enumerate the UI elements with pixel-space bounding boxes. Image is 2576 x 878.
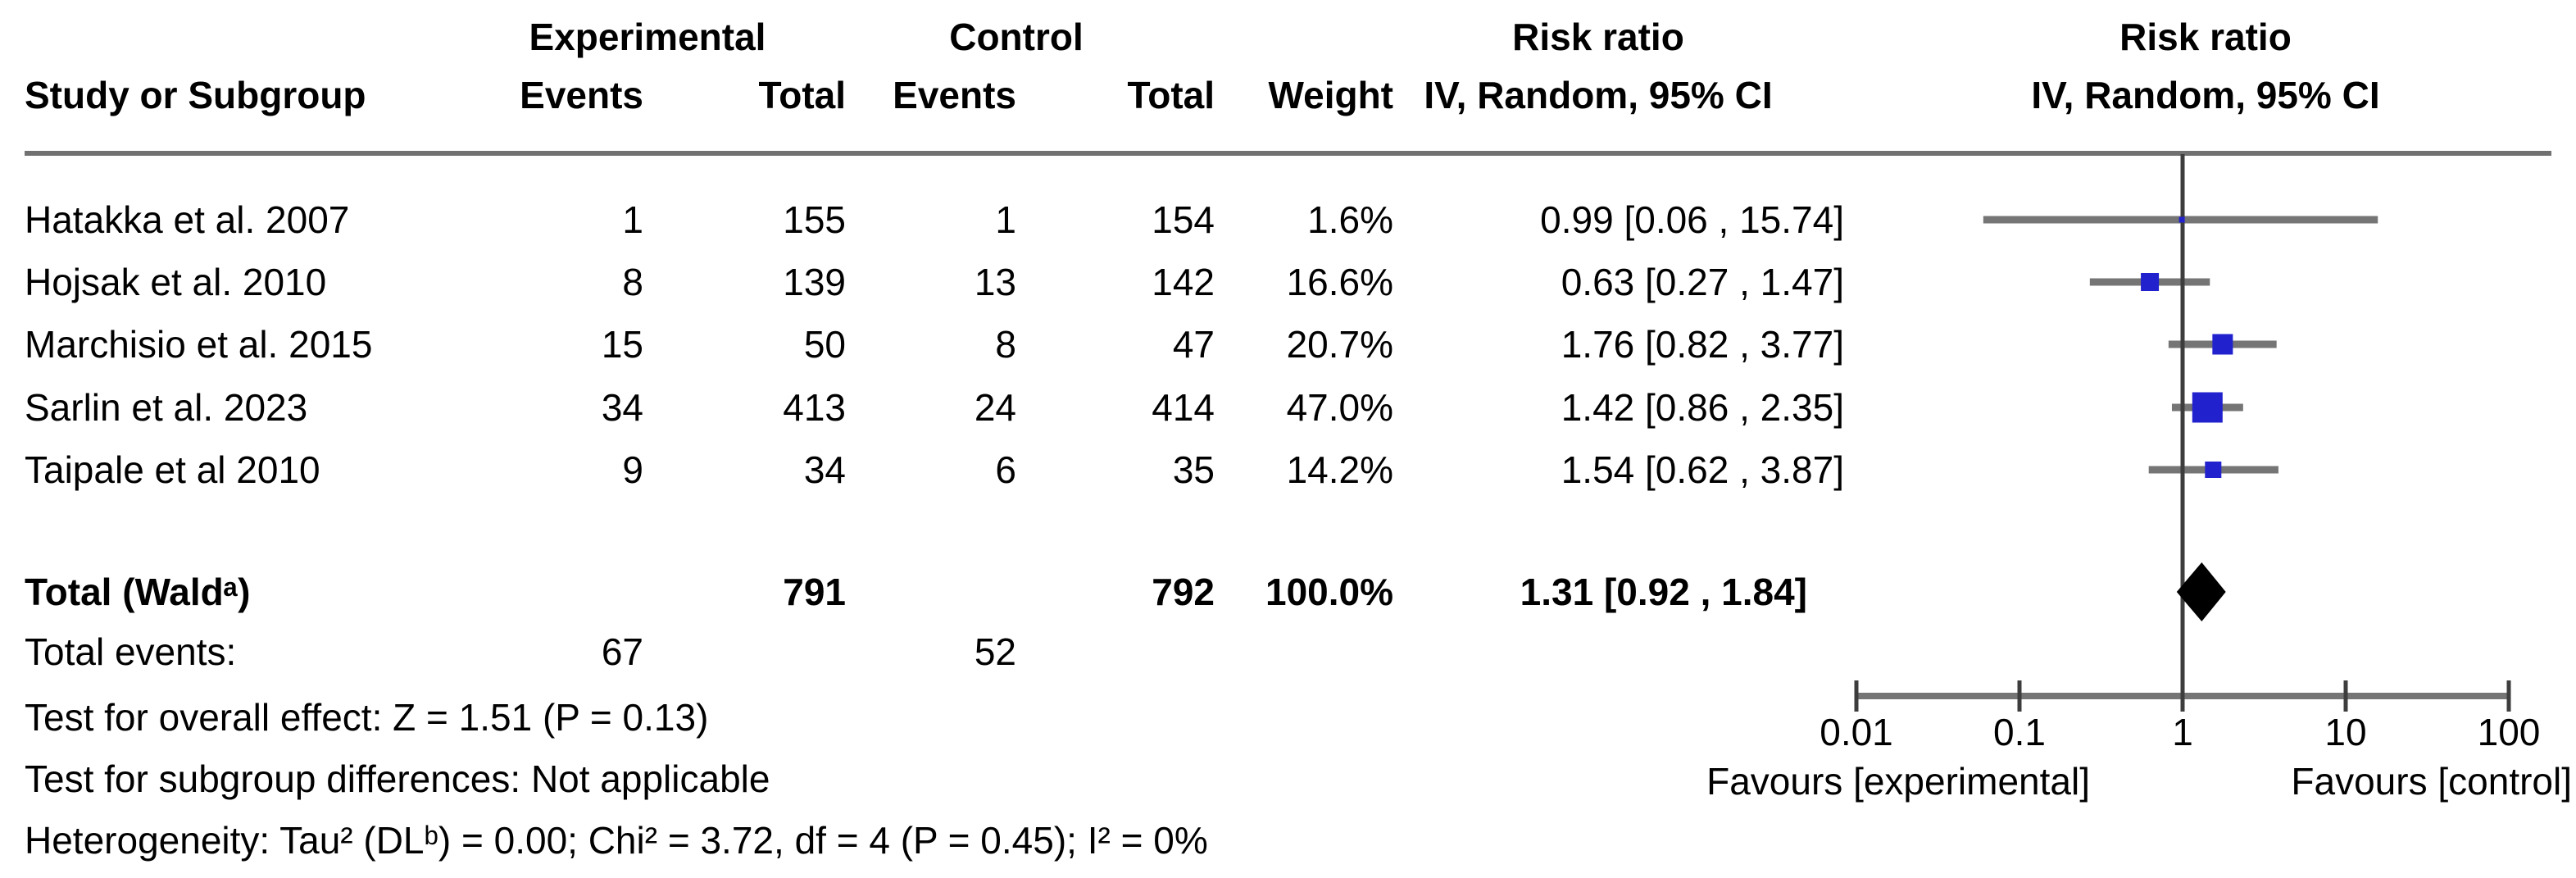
point-estimate-marker bbox=[2178, 216, 2185, 223]
col-risk-ratio-subtitle: IV, Random, 95% CI bbox=[1424, 74, 1773, 116]
ci-text-cell: 1.42 [0.86 , 2.35] bbox=[1561, 386, 1844, 429]
heterogeneity-line: Heterogeneity: Tau² (DLᵇ) = 0.00; Chi² =… bbox=[25, 819, 1208, 862]
test-overall-effect-line: Test for overall effect: Z = 1.51 (P = 0… bbox=[25, 696, 709, 739]
favours-experimental-label: Favours [experimental] bbox=[1706, 760, 2090, 803]
x-axis-tick-label: 1 bbox=[2172, 711, 2193, 753]
col-study-or-subgroup: Study or Subgroup bbox=[25, 74, 366, 116]
ci-text-cell: 1.76 [0.82 , 3.77] bbox=[1561, 323, 1844, 366]
ctl-events-cell: 24 bbox=[974, 386, 1016, 429]
x-axis-tick-label: 0.1 bbox=[1993, 711, 2046, 753]
total-weight: 100.0% bbox=[1265, 571, 1393, 613]
col-group-control: Control bbox=[949, 16, 1084, 58]
test-subgroup-differences-line: Test for subgroup differences: Not appli… bbox=[25, 757, 770, 800]
total-events-label: Total events: bbox=[25, 630, 237, 673]
point-estimate-marker bbox=[2141, 273, 2160, 291]
total-ctl-total: 792 bbox=[1152, 571, 1215, 613]
study-name-cell: Sarlin et al. 2023 bbox=[25, 386, 308, 429]
col-exp-total: Total bbox=[758, 74, 846, 116]
point-estimate-marker bbox=[2205, 462, 2222, 478]
total-exp-total: 791 bbox=[783, 571, 846, 613]
exp-total-cell: 139 bbox=[783, 261, 846, 303]
ctl-total-cell: 142 bbox=[1152, 261, 1215, 303]
x-axis-tick-label: 0.01 bbox=[1820, 711, 1893, 753]
col-ctl-events: Events bbox=[893, 74, 1016, 116]
study-name-cell: Hojsak et al. 2010 bbox=[25, 261, 327, 303]
exp-total-cell: 50 bbox=[803, 323, 846, 366]
study-name-cell: Hatakka et al. 2007 bbox=[25, 198, 350, 241]
point-estimate-marker bbox=[2212, 334, 2233, 355]
weight-cell: 47.0% bbox=[1286, 386, 1393, 429]
total-events-ctl: 52 bbox=[974, 630, 1016, 673]
weight-cell: 20.7% bbox=[1286, 323, 1393, 366]
col-exp-events: Events bbox=[520, 74, 643, 116]
total-events-exp: 67 bbox=[601, 630, 643, 673]
exp-total-cell: 155 bbox=[783, 198, 846, 241]
exp-events-cell: 1 bbox=[622, 198, 643, 241]
exp-events-cell: 15 bbox=[601, 323, 643, 366]
point-estimate-marker bbox=[2192, 392, 2223, 423]
ctl-events-cell: 1 bbox=[995, 198, 1016, 241]
exp-events-cell: 34 bbox=[601, 386, 643, 429]
ci-text-cell: 0.99 [0.06 , 15.74] bbox=[1540, 198, 1844, 241]
weight-cell: 14.2% bbox=[1286, 448, 1393, 491]
col-group-experimental: Experimental bbox=[529, 16, 766, 58]
ctl-total-cell: 47 bbox=[1172, 323, 1215, 366]
pooled-effect-diamond bbox=[2176, 562, 2226, 621]
ctl-total-cell: 35 bbox=[1172, 448, 1215, 491]
exp-events-cell: 8 bbox=[622, 261, 643, 303]
ctl-events-cell: 8 bbox=[995, 323, 1016, 366]
study-name-cell: Marchisio et al. 2015 bbox=[25, 323, 373, 366]
col-risk-ratio-title: Risk ratio bbox=[1512, 16, 1684, 58]
header-rule bbox=[25, 151, 2551, 156]
study-name-cell: Taipale et al 2010 bbox=[25, 448, 320, 491]
col-weight: Weight bbox=[1268, 74, 1393, 116]
ctl-total-cell: 414 bbox=[1152, 386, 1215, 429]
total-ci-text: 1.31 [0.92 , 1.84] bbox=[1520, 571, 1807, 613]
ci-text-cell: 0.63 [0.27 , 1.47] bbox=[1561, 261, 1844, 303]
exp-total-cell: 34 bbox=[803, 448, 846, 491]
exp-events-cell: 9 bbox=[622, 448, 643, 491]
exp-total-cell: 413 bbox=[783, 386, 846, 429]
x-axis-tick-label: 10 bbox=[2324, 711, 2366, 753]
col-ctl-total: Total bbox=[1127, 74, 1215, 116]
ctl-events-cell: 6 bbox=[995, 448, 1016, 491]
weight-cell: 1.6% bbox=[1307, 198, 1393, 241]
x-axis-tick-label: 100 bbox=[2478, 711, 2541, 753]
plot-risk-ratio-subtitle: IV, Random, 95% CI bbox=[2031, 74, 2380, 116]
plot-risk-ratio-title: Risk ratio bbox=[2119, 16, 2292, 58]
weight-cell: 16.6% bbox=[1286, 261, 1393, 303]
ci-text-cell: 1.54 [0.62 , 3.87] bbox=[1561, 448, 1844, 491]
ctl-events-cell: 13 bbox=[974, 261, 1016, 303]
total-row-label: Total (Waldᵃ) bbox=[25, 571, 251, 613]
favours-control-label: Favours [control] bbox=[2291, 760, 2572, 803]
ctl-total-cell: 154 bbox=[1152, 198, 1215, 241]
